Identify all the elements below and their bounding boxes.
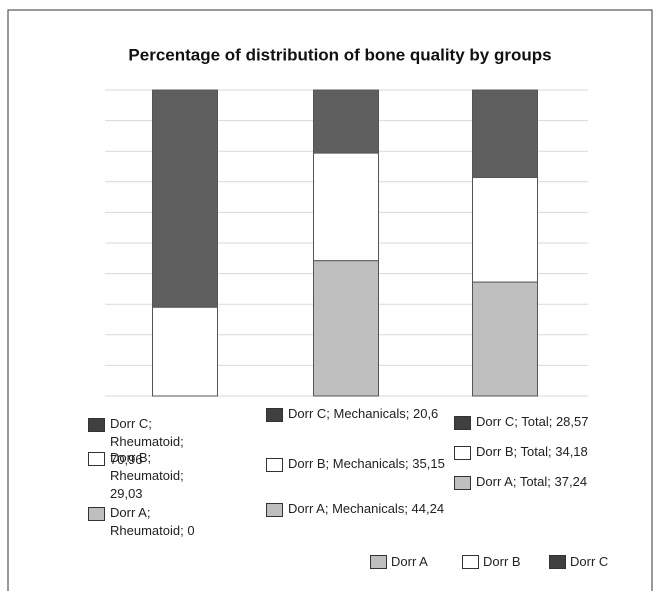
bar-segment [313,152,379,262]
legend-swatch [370,555,387,569]
legend-label: Dorr A [391,554,428,569]
label-swatch [454,416,471,430]
label-swatch [88,507,105,521]
label-swatch [454,476,471,490]
legend-label: Dorr B [483,554,521,569]
bar-segment [152,89,218,308]
chart-title: Percentage of distribution of bone quali… [128,45,551,64]
label-swatch [266,458,283,472]
data-label: Dorr C; Mechanicals; 20,6 [288,406,439,421]
label-swatch [266,408,283,422]
data-label: Dorr C; Total; 28,57 [476,414,589,429]
bar-segment [472,89,538,178]
data-label: Dorr B; Rheumatoid; 29,03 [110,450,184,501]
data-label: Dorr B; Total; 34,18 [476,444,588,459]
bar-segment [472,176,538,283]
data-label: Dorr C; Rheumatoid; 70,96 [110,416,184,467]
label-swatch [266,503,283,517]
data-label: Dorr A; Total; 37,24 [476,474,588,489]
label-swatch [88,418,105,432]
data-label: Dorr B; Mechanicals; 35,15 [288,456,445,471]
label-swatch [88,452,105,466]
legend-label: Dorr C [570,554,609,569]
bar-segment [152,306,218,397]
data-label: Dorr A; Rheumatoid; 0 [110,505,195,538]
legend-swatch [462,555,479,569]
legend-swatch [549,555,566,569]
data-label: Dorr A; Mechanicals; 44,24 [288,501,445,516]
bar-segment [472,281,538,397]
bar-segment [313,260,379,397]
label-swatch [454,446,471,460]
frame [7,9,653,591]
bar-segment [313,89,379,154]
